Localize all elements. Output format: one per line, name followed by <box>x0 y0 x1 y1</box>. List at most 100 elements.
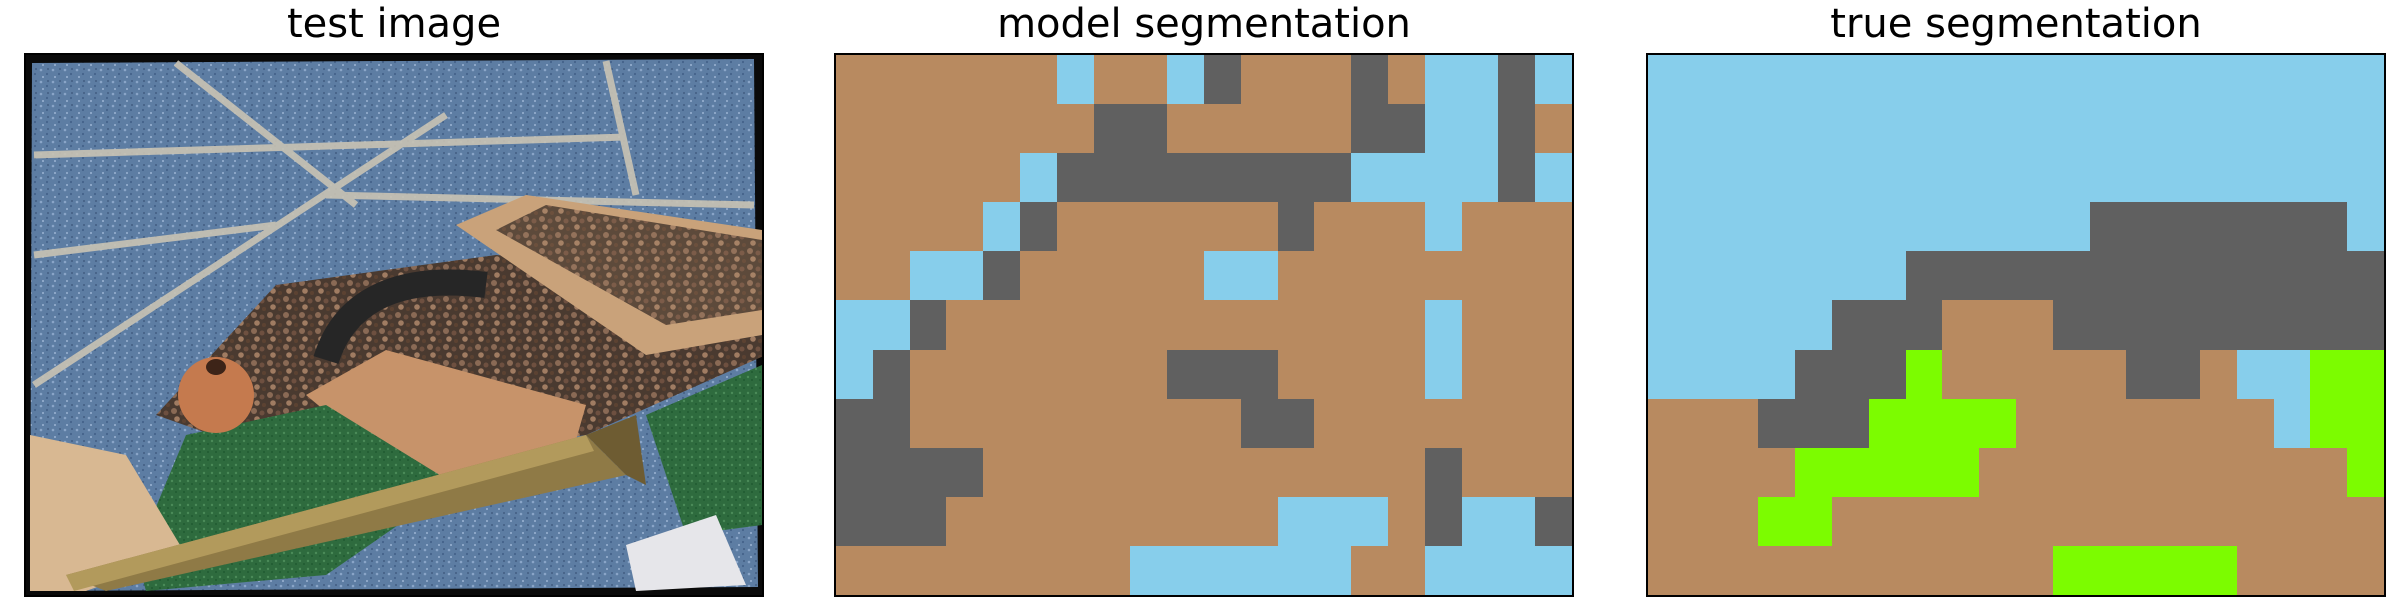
segmentation-cell-ground <box>1387 300 1425 350</box>
segmentation-cell-ground <box>1019 251 1057 301</box>
segmentation-cell-ground <box>1351 398 1388 448</box>
segmentation-cell-ground <box>1093 349 1131 399</box>
segmentation-cell-ground <box>1203 104 1241 154</box>
model-segmentation-grid <box>836 55 1572 595</box>
segmentation-cell-background <box>1424 202 1462 252</box>
segmentation-cell-ground <box>1019 300 1057 350</box>
segmentation-cell-background <box>1684 202 1722 252</box>
segmentation-cell-ground <box>1498 398 1536 448</box>
segmentation-cell-background <box>1758 153 1796 203</box>
segmentation-cell-background <box>1831 153 1869 203</box>
segmentation-cell-background <box>1721 251 1759 301</box>
segmentation-cell-background <box>1648 55 1685 105</box>
segmentation-cell-background <box>946 251 984 301</box>
segmentation-cell-obstacle <box>2273 300 2311 350</box>
segmentation-cell-obstacle <box>872 398 910 448</box>
segmentation-cell-ground <box>1942 349 1980 399</box>
segmentation-cell-background <box>2310 153 2348 203</box>
segmentation-cell-background <box>1314 496 1352 546</box>
segmentation-cell-background <box>1461 545 1499 595</box>
segmentation-cell-ground <box>1130 202 1168 252</box>
segmentation-cell-background <box>983 202 1020 252</box>
segmentation-cell-ground <box>1056 202 1094 252</box>
segmentation-cell-obstacle <box>1277 202 1315 252</box>
segmentation-cell-ground <box>1387 545 1425 595</box>
segmentation-cell-ground <box>1056 545 1094 595</box>
segmentation-cell-ground <box>2052 496 2090 546</box>
segmentation-cell-obstacle <box>2126 349 2164 399</box>
segmentation-cell-ground <box>2273 496 2311 546</box>
segmentation-cell-vegetation <box>2310 398 2348 448</box>
segmentation-cell-ground <box>2089 398 2127 448</box>
segmentation-cell-ground <box>1535 251 1572 301</box>
segmentation-cell-ground <box>2347 545 2384 595</box>
segmentation-cell-background <box>1240 545 1278 595</box>
model-segmentation-frame <box>834 53 1574 597</box>
segmentation-cell-background <box>1795 202 1832 252</box>
segmentation-cell-obstacle <box>1130 153 1168 203</box>
segmentation-cell-obstacle <box>2015 251 2053 301</box>
segmentation-cell-vegetation <box>1831 447 1869 497</box>
segmentation-cell-obstacle <box>2163 349 2200 399</box>
segmentation-cell-obstacle <box>1167 153 1204 203</box>
segmentation-cell-obstacle <box>1203 55 1241 105</box>
segmentation-cell-ground <box>2199 349 2237 399</box>
segmentation-cell-ground <box>1019 55 1057 105</box>
segmentation-cell-ground <box>1056 104 1094 154</box>
segmentation-cell-background <box>2199 104 2237 154</box>
segmentation-cell-obstacle <box>1942 251 1980 301</box>
segmentation-cell-ground <box>983 104 1020 154</box>
segmentation-cell-obstacle <box>2052 251 2090 301</box>
segmentation-cell-obstacle <box>2310 251 2348 301</box>
segmentation-cell-background <box>1167 545 1204 595</box>
segmentation-cell-background <box>2052 104 2090 154</box>
segmentation-cell-ground <box>1535 398 1572 448</box>
segmentation-cell-ground <box>1130 398 1168 448</box>
segmentation-cell-ground <box>1130 55 1168 105</box>
segmentation-cell-ground <box>909 398 947 448</box>
segmentation-cell-background <box>2236 349 2274 399</box>
segmentation-cell-background <box>1648 349 1685 399</box>
segmentation-cell-vegetation <box>2347 349 2384 399</box>
segmentation-cell-ground <box>1019 398 1057 448</box>
segmentation-cell-background <box>2089 55 2127 105</box>
segmentation-cell-background <box>1351 496 1388 546</box>
segmentation-cell-ground <box>1795 545 1832 595</box>
segmentation-cell-obstacle <box>1868 300 1906 350</box>
segmentation-cell-ground <box>1461 447 1499 497</box>
segmentation-cell-ground <box>1648 398 1685 448</box>
segmentation-cell-ground <box>946 496 984 546</box>
segmentation-cell-ground <box>1019 349 1057 399</box>
segmentation-cell-ground <box>1831 496 1869 546</box>
segmentation-cell-obstacle <box>1831 300 1869 350</box>
segmentation-cell-background <box>2347 55 2384 105</box>
true-segmentation-frame <box>1646 53 2386 597</box>
segmentation-cell-background <box>1721 349 1759 399</box>
segmentation-cell-ground <box>1721 398 1759 448</box>
segmentation-cell-background <box>1758 202 1796 252</box>
segmentation-cell-background <box>1942 202 1980 252</box>
segmentation-cell-background <box>2015 104 2053 154</box>
segmentation-cell-ground <box>1167 398 1204 448</box>
segmentation-cell-background <box>1461 104 1499 154</box>
segmentation-cell-obstacle <box>836 447 873 497</box>
segmentation-cell-ground <box>836 55 873 105</box>
segmentation-cell-background <box>2236 104 2274 154</box>
segmentation-cell-ground <box>946 349 984 399</box>
segmentation-cell-obstacle <box>1240 398 1278 448</box>
segmentation-cell-background <box>1979 55 2016 105</box>
segmentation-cell-background <box>836 300 873 350</box>
segmentation-cell-obstacle <box>2347 300 2384 350</box>
segmentation-cell-background <box>1535 153 1572 203</box>
segmentation-cell-background <box>1424 349 1462 399</box>
segmentation-cell-ground <box>1277 251 1315 301</box>
segmentation-cell-ground <box>1648 496 1685 546</box>
segmentation-cell-background <box>2015 55 2053 105</box>
segmentation-cell-obstacle <box>1535 496 1572 546</box>
segmentation-cell-obstacle <box>1387 104 1425 154</box>
segmentation-cell-ground <box>1056 300 1094 350</box>
segmentation-cell-ground <box>2347 496 2384 546</box>
segmentation-cell-obstacle <box>1831 349 1869 399</box>
segmentation-cell-ground <box>1167 202 1204 252</box>
segmentation-cell-ground <box>1721 496 1759 546</box>
